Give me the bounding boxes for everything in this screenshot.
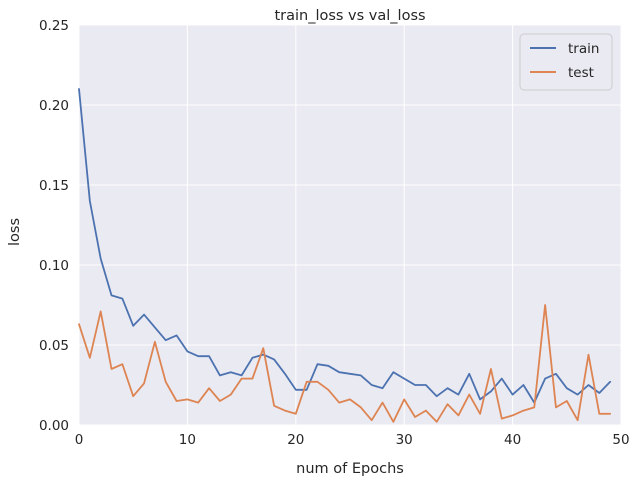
series-line-test (78, 304, 612, 423)
y-tick-label: 0.15 (39, 178, 69, 194)
legend: train test (519, 33, 613, 91)
x-tick-labels: 0 10 20 30 40 50 (75, 432, 630, 448)
y-tick-label: 0.20 (39, 98, 69, 114)
x-tick-label: 20 (287, 432, 304, 448)
y-tick-labels: 0.00 0.05 0.10 0.15 0.20 0.25 (39, 18, 69, 434)
legend-label-test: test (568, 65, 594, 81)
x-axis-label: num of Epochs (296, 461, 404, 477)
x-tick-label: 50 (612, 432, 629, 448)
y-tick-label: 0.10 (39, 258, 69, 274)
series-line-train (78, 88, 612, 404)
x-tick-label: 40 (504, 432, 521, 448)
legend-label-train: train (568, 41, 599, 57)
x-tick-label: 0 (75, 432, 84, 448)
x-tick-label: 10 (179, 432, 196, 448)
y-tick-label: 0.25 (39, 18, 69, 34)
y-tick-label: 0.00 (39, 418, 69, 434)
y-axis-label: loss (7, 218, 23, 246)
series-lines (78, 88, 612, 423)
grid (78, 24, 622, 426)
y-tick-label: 0.05 (39, 338, 69, 354)
x-tick-label: 30 (396, 432, 413, 448)
plot-area (79, 25, 621, 425)
chart-title: train_loss vs val_loss (274, 8, 425, 24)
